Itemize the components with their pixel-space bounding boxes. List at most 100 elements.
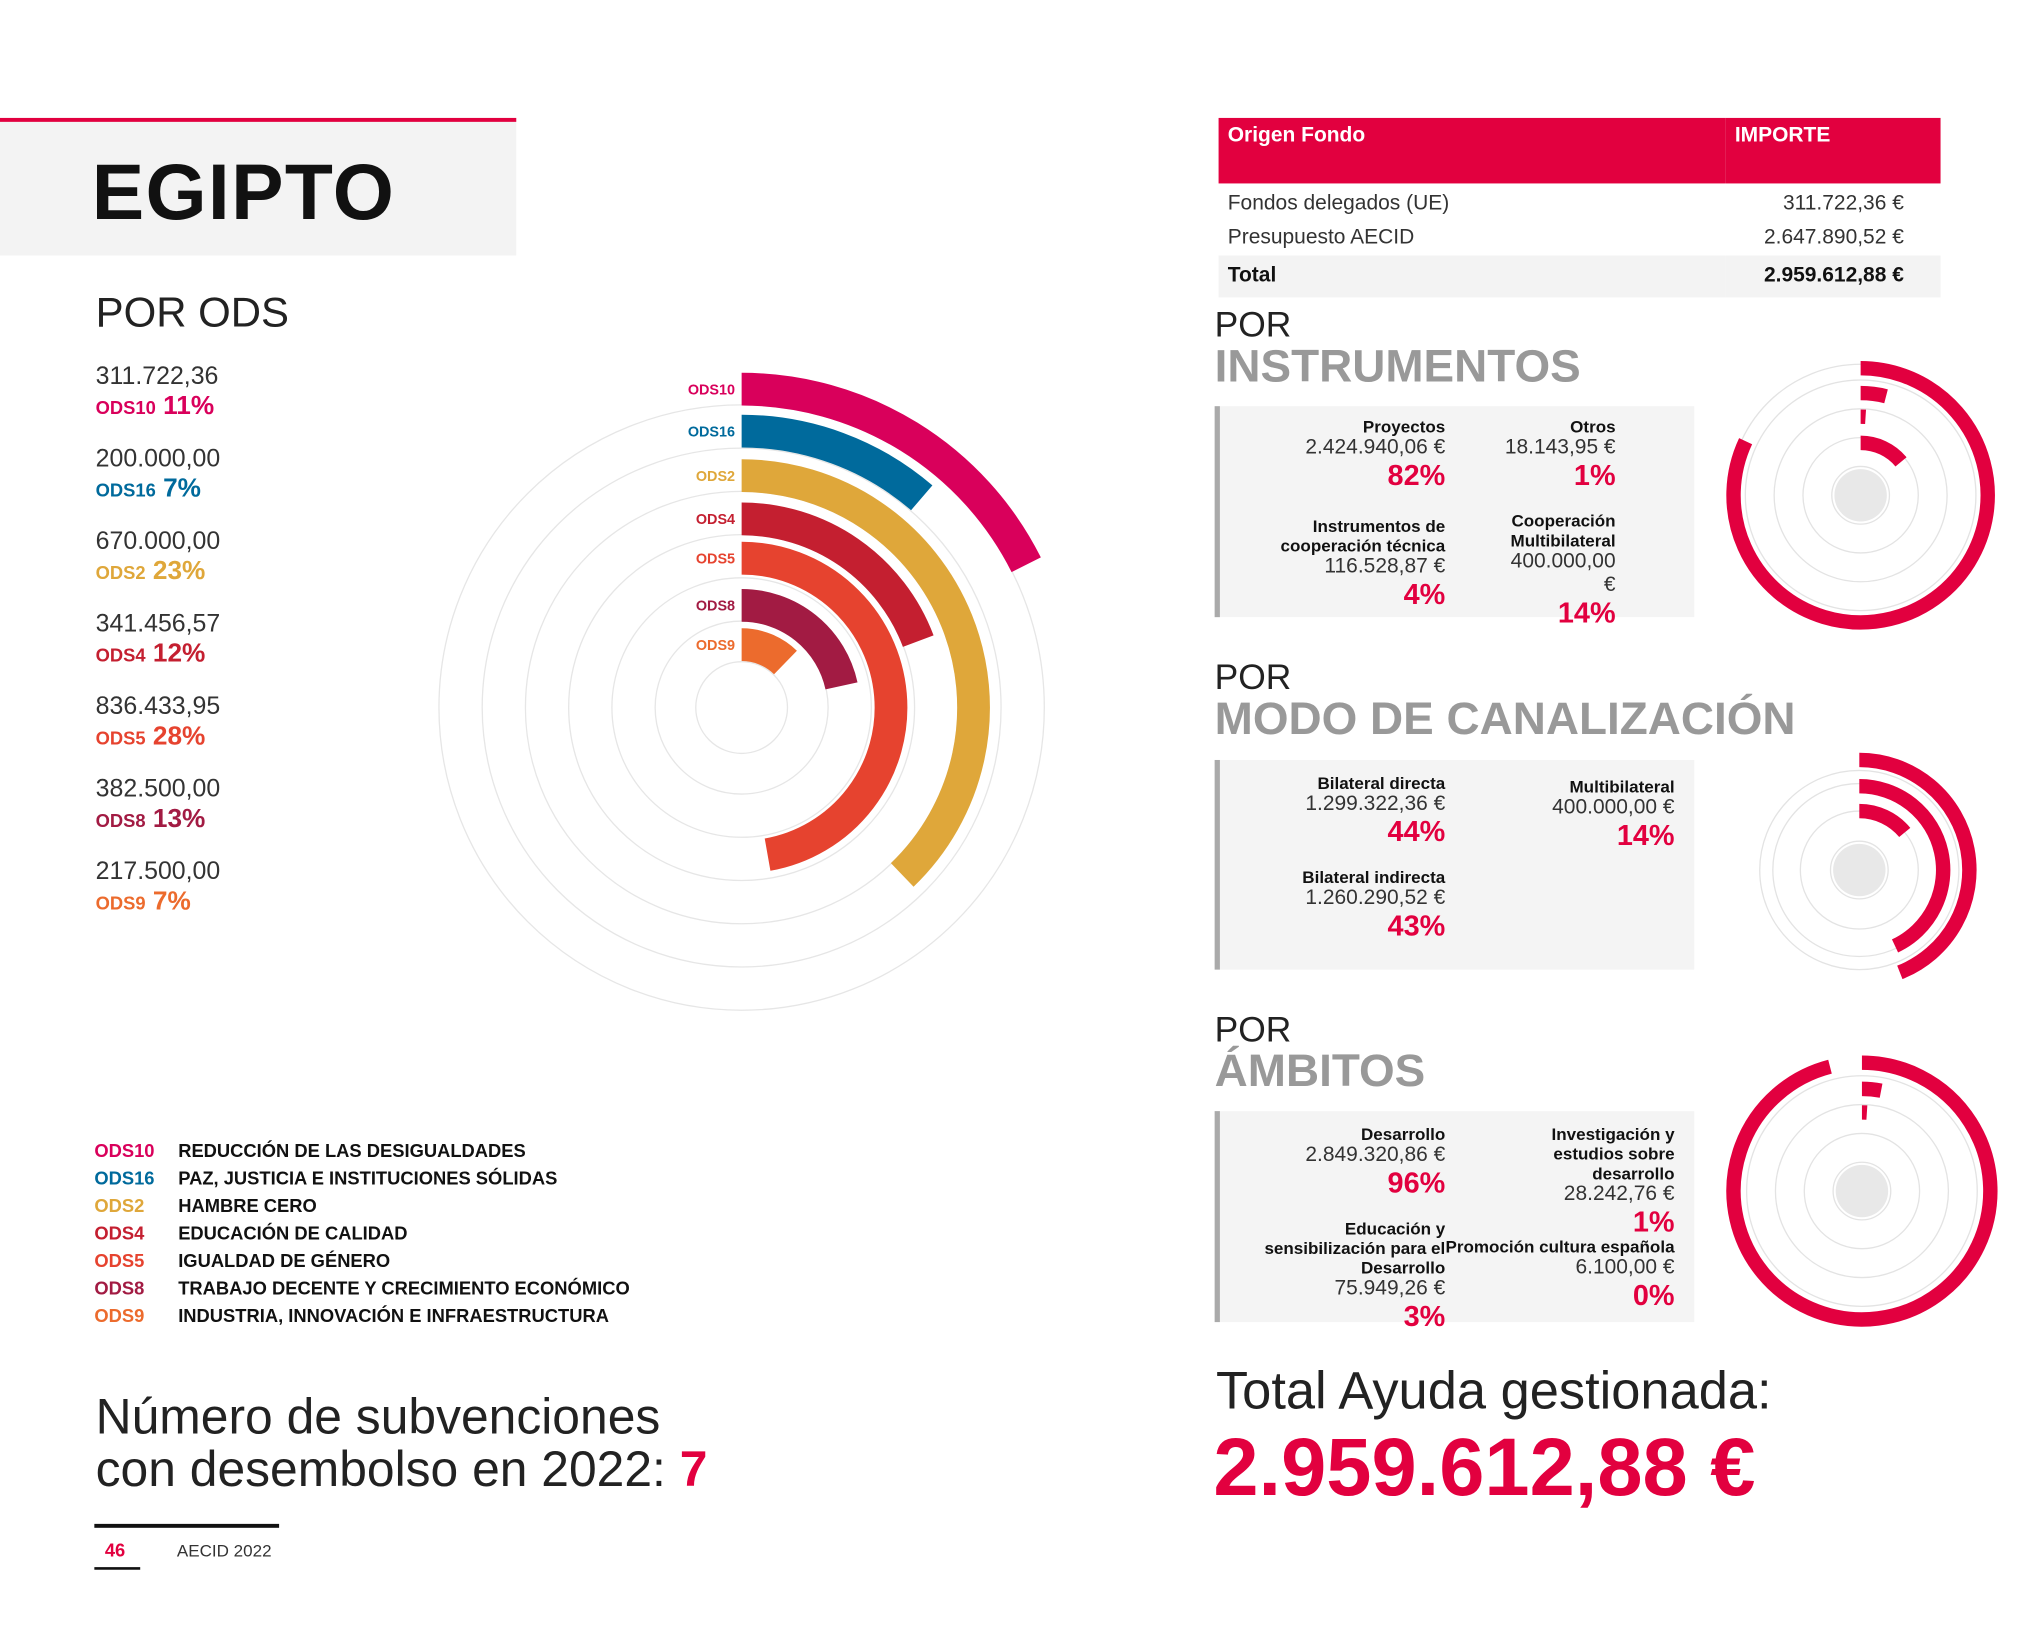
ods-item: 382.500,00 ODS8 13% <box>96 776 358 835</box>
instrumentos-radial-chart <box>1703 338 2017 652</box>
ods-item: 341.456,57 ODS4 12% <box>96 611 358 670</box>
ods-share: ODS16 7% <box>96 474 358 504</box>
stat-value: 116.528,87 € <box>1262 556 1445 580</box>
stat-pct: 0% <box>1439 1280 1675 1311</box>
share-arc <box>1862 1089 1881 1091</box>
legend-desc: PAZ, JUSTICIA E INSTITUCIONES SÓLIDAS <box>178 1167 557 1195</box>
stat-pct: 1% <box>1505 460 1616 491</box>
share-arc <box>1861 393 1886 396</box>
legend-desc: TRABAJO DECENTE Y CRECIMIENTO ECONÓMICO <box>178 1278 630 1306</box>
page-number-underline <box>94 1567 140 1570</box>
instrumentos-title: INSTRUMENTOS <box>1215 341 1581 393</box>
ods-code: ODS10 <box>96 397 156 418</box>
ods-share: ODS5 28% <box>96 722 358 752</box>
ods-code: ODS5 <box>96 727 146 748</box>
legend-desc: HAMBRE CERO <box>178 1195 317 1223</box>
ods-item: 670.000,00 ODS2 23% <box>96 528 358 587</box>
legend-code: ODS4 <box>94 1223 178 1251</box>
stat-name: Bilateral directa <box>1305 773 1445 793</box>
page-title: EGIPTO <box>92 147 395 237</box>
stat-name: Desarrollo <box>1305 1124 1445 1144</box>
ods-amount: 341.456,57 <box>96 611 358 640</box>
stat-pct: 4% <box>1262 579 1445 610</box>
guide-circle <box>696 662 788 754</box>
stat-value: 1.260.290,52 € <box>1302 887 1445 911</box>
subvenciones-text: Número de subvenciones con desembolso en… <box>96 1392 708 1497</box>
stat-name: Otros <box>1505 417 1616 437</box>
ods-arc-label: ODS16 <box>688 424 735 440</box>
header-importe: IMPORTE <box>1726 118 1941 184</box>
total-ayuda-label: Total Ayuda gestionada: <box>1216 1363 1772 1422</box>
stat-value: 75.949,26 € <box>1223 1278 1446 1302</box>
stat-value: 2.849.320,86 € <box>1305 1144 1445 1168</box>
legend-code: ODS8 <box>94 1278 178 1306</box>
ods-pct: 11% <box>163 392 214 421</box>
ods-arc-label: ODS5 <box>696 551 735 567</box>
ods-item: 836.433,95 ODS5 28% <box>96 693 358 752</box>
ods-item: 311.722,36 ODS10 11% <box>96 363 358 422</box>
stat-value: 400.000,00 € <box>1498 550 1616 597</box>
cell-amount: 2.647.890,52 € <box>1726 221 1941 255</box>
ods-amount: 311.722,36 <box>96 363 358 392</box>
cell-amount: 311.722,36 € <box>1726 183 1941 221</box>
stat-pct: 3% <box>1223 1301 1446 1332</box>
stat-name: Promoción cultura española <box>1439 1237 1675 1257</box>
stat-value: 6.100,00 € <box>1439 1257 1675 1281</box>
por-ods-heading: POR ODS <box>96 288 289 336</box>
stat-value: 18.143,95 € <box>1505 436 1616 460</box>
stat-name: Bilateral indirecta <box>1302 867 1445 887</box>
legend-desc: EDUCACIÓN DE CALIDAD <box>178 1223 407 1251</box>
ods-code: ODS8 <box>96 810 146 831</box>
share-arc <box>1859 811 1904 832</box>
ods-item: 200.000,00 ODS16 7% <box>96 446 358 505</box>
ods-amount: 217.500,00 <box>96 858 358 887</box>
stat-name: Multibilateral <box>1552 777 1674 797</box>
stat-name: Investigación y estudios sobre desarroll… <box>1491 1124 1674 1183</box>
ods-share: ODS2 23% <box>96 557 358 587</box>
ambitos-radial-chart <box>1705 1034 2019 1348</box>
ods-code: ODS2 <box>96 562 146 583</box>
subvenciones-line1: Número de subvenciones <box>96 1392 708 1444</box>
stat-name: Proyectos <box>1305 417 1445 437</box>
legend-desc: IGUALDAD DE GÉNERO <box>178 1250 390 1278</box>
stat-pct: 14% <box>1498 597 1616 628</box>
stat-name: Cooperación Multibilateral <box>1498 511 1616 550</box>
ods-pct: 23% <box>153 557 205 586</box>
share-arc <box>1861 443 1901 462</box>
modo-radial-chart <box>1702 713 2016 1027</box>
center-disk <box>1833 844 1885 896</box>
ods-item: 217.500,00 ODS9 7% <box>96 858 358 917</box>
cell-origin: Fondos delegados (UE) <box>1219 183 1726 221</box>
legend-code: ODS10 <box>94 1140 178 1168</box>
ods-share: ODS10 11% <box>96 392 358 422</box>
table-row: Fondos delegados (UE)311.722,36 € <box>1219 183 1941 221</box>
stat-value: 400.000,00 € <box>1552 797 1674 821</box>
ods-arc-label: ODS10 <box>688 382 735 398</box>
cell-origin: Presupuesto AECID <box>1219 221 1726 255</box>
stat-name: Instrumentos de cooperación técnica <box>1262 516 1445 555</box>
ods-amount: 670.000,00 <box>96 528 358 557</box>
stat-name: Educación y sensibilización para el Desa… <box>1223 1219 1446 1278</box>
stat-pct: 14% <box>1552 820 1674 851</box>
center-disk <box>1836 1165 1888 1217</box>
ods-code: ODS9 <box>96 892 146 913</box>
ods-arc-label: ODS4 <box>696 512 735 528</box>
subvenciones-line2: con desembolso en 2022: <box>96 1443 680 1498</box>
ods-amount: 382.500,00 <box>96 776 358 805</box>
footer-divider <box>94 1524 279 1528</box>
ods-code: ODS16 <box>96 480 156 501</box>
legend-code: ODS9 <box>94 1305 178 1333</box>
stat-pct: 44% <box>1305 816 1445 847</box>
